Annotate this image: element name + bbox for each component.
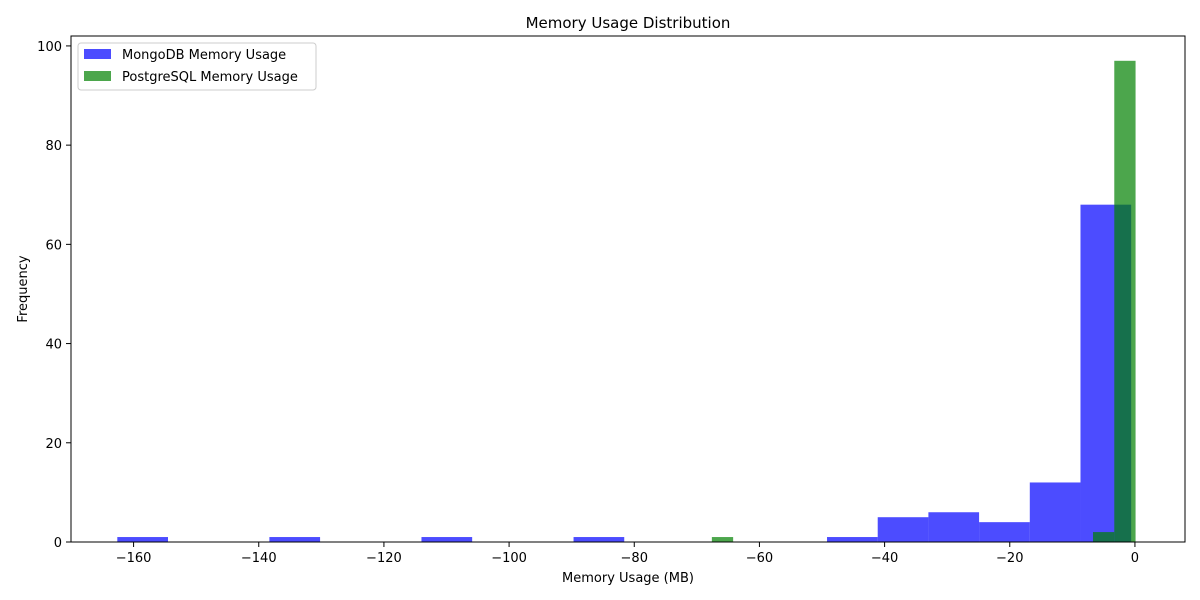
- bar-mongodb-18: [1029, 482, 1081, 542]
- legend-box: [77, 42, 317, 91]
- bar-mongodb-0: [117, 537, 168, 542]
- axes-layer: −160 −140 −120 −100 −80 −60 −40 −20 0 0 20 40 60 80 10…: [37, 40, 1139, 566]
- bar-mongodb-3: [269, 537, 321, 542]
- legend-label-postgresql: PostgreSQL Memory Usage: [122, 70, 298, 85]
- x-tick-label: −80: [621, 551, 648, 566]
- x-tick-label: −140: [241, 551, 277, 566]
- y-tick-label: 100: [37, 40, 62, 55]
- x-tick-label: −100: [491, 551, 527, 566]
- y-tick-label: 80: [45, 139, 62, 154]
- legend-label-mongodb: MongoDB Memory Usage: [122, 48, 286, 63]
- bar-postgresql-1: [1093, 532, 1115, 542]
- y-axis-label: Frequency: [16, 255, 31, 322]
- x-tick-label: −20: [996, 551, 1023, 566]
- y-tick-label: 60: [45, 238, 62, 253]
- bar-postgresql-0: [711, 537, 734, 542]
- bar-mongodb-15: [877, 517, 929, 542]
- bars-layer: [117, 60, 1136, 543]
- x-tick-label: −60: [746, 551, 773, 566]
- legend-swatch-postgresql: [84, 71, 111, 81]
- x-tick-label: −160: [116, 551, 152, 566]
- legend-swatch-mongodb: [84, 49, 111, 59]
- y-tick-label: 20: [45, 437, 62, 452]
- chart-title: Memory Usage Distribution: [526, 14, 731, 32]
- y-tick-label: 40: [45, 338, 62, 353]
- bar-mongodb-9: [573, 537, 625, 542]
- bar-mongodb-6: [421, 537, 473, 542]
- plot-frame: [70, 35, 1186, 543]
- bar-mongodb-17: [979, 522, 1030, 542]
- x-tick-label: −40: [871, 551, 898, 566]
- x-tick-label: −120: [366, 551, 402, 566]
- bar-mongodb-14: [827, 537, 878, 542]
- x-tick-label: 0: [1131, 551, 1139, 566]
- x-axis-label: Memory Usage (MB): [562, 571, 694, 586]
- legend: MongoDB Memory Usage PostgreSQL Memory U…: [77, 42, 317, 91]
- bar-mongodb-16: [928, 512, 980, 542]
- bar-postgresql-2: [1114, 60, 1136, 543]
- y-tick-label: 0: [54, 536, 62, 551]
